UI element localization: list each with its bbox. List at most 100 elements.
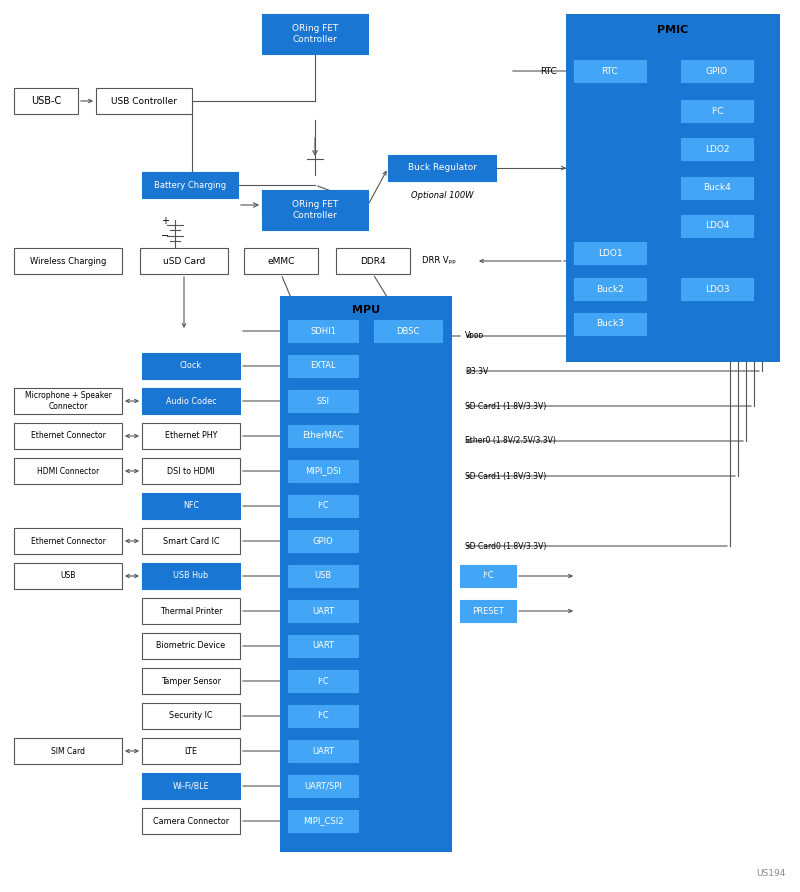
Bar	[142, 493, 240, 519]
Text: Battery Charging: Battery Charging	[154, 180, 226, 189]
Bar	[288, 425, 358, 447]
Text: ORing FET
Controller: ORing FET Controller	[292, 24, 338, 44]
Bar	[574, 60, 646, 82]
Text: Vᴅᴅᴅ: Vᴅᴅᴅ	[465, 332, 484, 341]
Bar	[574, 278, 646, 300]
Text: USB: USB	[60, 572, 76, 581]
Text: I²C: I²C	[317, 712, 329, 721]
Bar	[142, 703, 240, 729]
Text: GPIO: GPIO	[706, 67, 728, 76]
Bar	[14, 528, 122, 554]
Text: SDHI1: SDHI1	[310, 326, 336, 335]
Text: I²C: I²C	[482, 572, 494, 581]
Bar	[288, 495, 358, 517]
Text: Audio Codec: Audio Codec	[166, 397, 216, 406]
Text: SIM Card: SIM Card	[51, 747, 85, 756]
Bar	[681, 177, 753, 199]
Text: PMIC: PMIC	[658, 25, 689, 35]
Bar	[681, 138, 753, 160]
Text: USB Controller: USB Controller	[111, 96, 177, 105]
Bar	[142, 738, 240, 764]
Text: USB-C: USB-C	[31, 96, 61, 106]
Text: Tamper Sensor: Tamper Sensor	[161, 676, 221, 685]
Text: HDMI Connector: HDMI Connector	[37, 467, 99, 475]
Text: Buck4: Buck4	[703, 184, 731, 193]
Text: USB Hub: USB Hub	[174, 572, 209, 581]
Text: LDO1: LDO1	[598, 249, 622, 258]
Text: RTC: RTC	[540, 67, 557, 76]
Text: SSI: SSI	[317, 397, 330, 406]
Text: GPIO: GPIO	[313, 536, 334, 546]
Text: UART: UART	[312, 641, 334, 650]
Bar	[566, 14, 780, 362]
Text: Buck Regulator: Buck Regulator	[407, 163, 477, 172]
Bar	[574, 313, 646, 335]
Bar	[142, 423, 240, 449]
Text: LDO3: LDO3	[705, 285, 730, 293]
Text: −: −	[161, 231, 169, 241]
Text: MPU: MPU	[352, 305, 380, 315]
Text: Wireless Charging: Wireless Charging	[30, 257, 106, 266]
Bar	[142, 668, 240, 694]
Bar	[14, 88, 78, 114]
Bar	[288, 635, 358, 657]
Text: LTE: LTE	[185, 747, 198, 756]
Bar	[142, 353, 240, 379]
Bar	[288, 390, 358, 412]
Text: Ethernet Connector: Ethernet Connector	[30, 432, 106, 441]
Bar	[14, 563, 122, 589]
Bar	[244, 248, 318, 274]
Text: D3.3V: D3.3V	[465, 367, 488, 376]
Text: I²C: I²C	[317, 501, 329, 510]
Text: +: +	[161, 216, 169, 226]
Bar	[288, 320, 358, 342]
Bar	[460, 600, 516, 622]
Text: MIPI_CSI2: MIPI_CSI2	[302, 816, 343, 825]
Text: USB: USB	[314, 572, 332, 581]
Bar	[262, 190, 368, 230]
Text: Clock: Clock	[180, 361, 202, 370]
Text: SD Card1 (1.8V/3.3V): SD Card1 (1.8V/3.3V)	[465, 401, 546, 410]
Text: Microphone + Speaker
Connector: Microphone + Speaker Connector	[25, 392, 111, 410]
Text: EXTAL: EXTAL	[310, 361, 336, 370]
Bar	[288, 565, 358, 587]
Bar	[460, 565, 516, 587]
Text: Wi-Fi/BLE: Wi-Fi/BLE	[173, 781, 210, 790]
Bar	[142, 458, 240, 484]
Bar	[142, 563, 240, 589]
Bar	[96, 88, 192, 114]
Bar	[14, 248, 122, 274]
Text: Buck3: Buck3	[596, 319, 624, 328]
Bar	[142, 528, 240, 554]
Text: Optional 100W: Optional 100W	[410, 191, 474, 200]
Text: eMMC: eMMC	[267, 257, 294, 266]
Text: Ether0 (1.8V/2.5V/3.3V): Ether0 (1.8V/2.5V/3.3V)	[465, 436, 556, 445]
Text: Biometric Device: Biometric Device	[157, 641, 226, 650]
Text: Camera Connector: Camera Connector	[153, 816, 229, 825]
Text: NFC: NFC	[183, 501, 199, 510]
Text: Security IC: Security IC	[170, 712, 213, 721]
Text: RTC: RTC	[602, 67, 618, 76]
Text: DSI to HDMI: DSI to HDMI	[167, 467, 215, 475]
Bar	[336, 248, 410, 274]
Text: LDO2: LDO2	[705, 145, 730, 153]
Text: DBSC: DBSC	[396, 326, 420, 335]
Bar	[681, 60, 753, 82]
Text: MIPI_DSI: MIPI_DSI	[305, 467, 341, 475]
Bar	[288, 775, 358, 797]
Text: uSD Card: uSD Card	[163, 257, 205, 266]
Text: US194: US194	[757, 869, 786, 878]
Text: UART/SPI: UART/SPI	[304, 781, 342, 790]
Text: SD Card0 (1.8V/3.3V): SD Card0 (1.8V/3.3V)	[465, 541, 546, 550]
Text: DDR4: DDR4	[360, 257, 386, 266]
Bar	[142, 598, 240, 624]
Bar	[14, 458, 122, 484]
Bar	[681, 215, 753, 237]
Text: UART: UART	[312, 607, 334, 615]
Bar	[288, 460, 358, 482]
Text: Ethernet Connector: Ethernet Connector	[30, 536, 106, 546]
Bar	[14, 388, 122, 414]
Text: I²C: I²C	[710, 106, 723, 115]
Bar	[388, 155, 496, 181]
Text: I²C: I²C	[317, 676, 329, 685]
